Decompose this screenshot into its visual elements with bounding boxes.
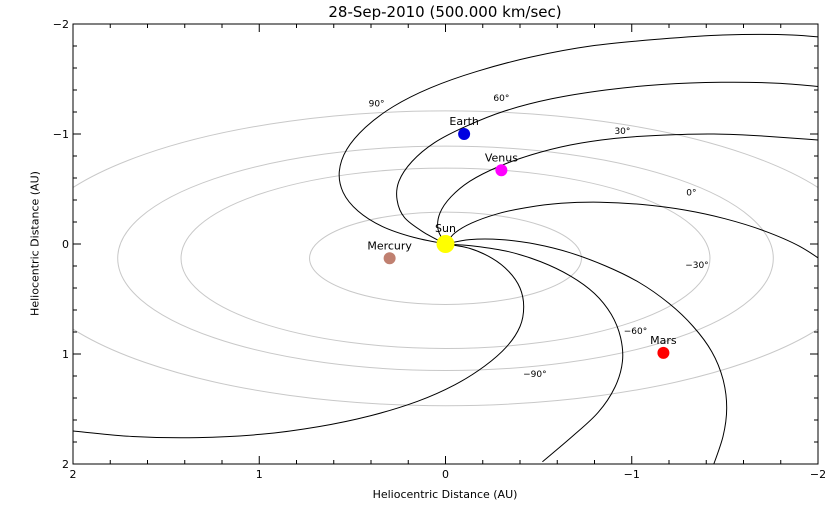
y-tick-label: 2 <box>62 458 69 471</box>
spiral-line-6 <box>73 243 525 439</box>
spiral-label-6: −90° <box>523 370 547 380</box>
spiral-line-3 <box>445 201 818 259</box>
orbit-earth <box>117 145 774 371</box>
spiral-layer: 90° 60° 30° 0° −30° −60° −90° <box>73 33 818 464</box>
orbit-mars <box>73 110 818 407</box>
x-tick-label: 1 <box>256 468 263 481</box>
y-axis-label: Heliocentric Distance (AU) <box>28 171 42 316</box>
spiral-label-0: 90° <box>369 100 385 110</box>
spiral-line-5 <box>445 243 624 463</box>
spiral-label-3: 0° <box>686 189 696 199</box>
mars-marker <box>657 346 670 359</box>
spiral-label-1: 60° <box>493 94 509 104</box>
axes-layer: 2 1 0 −1 −2 −2 −1 0 1 2 <box>53 18 826 481</box>
x-axis-label: Heliocentric Distance (AU) <box>372 488 518 501</box>
mercury-marker <box>383 252 396 265</box>
y-tick-label: 0 <box>62 238 69 251</box>
venus-label: Venus <box>485 151 518 164</box>
sun-marker <box>436 235 455 253</box>
spiral-line-4 <box>445 238 728 464</box>
x-tick-label: 2 <box>70 468 77 481</box>
x-tick-label: −1 <box>624 468 640 481</box>
y-tick-label: −1 <box>53 128 69 141</box>
sun-label: Sun <box>435 222 456 235</box>
earth-label: Earth <box>449 115 479 128</box>
mars-label: Mars <box>650 334 677 347</box>
spiral-label-5: −60° <box>624 327 648 337</box>
spiral-line-0 <box>338 33 818 245</box>
x-tick-label: 0 <box>442 468 449 481</box>
chart-title: 28-Sep-2010 (500.000 km/sec) <box>328 3 562 21</box>
y-tick-label: 1 <box>62 348 69 361</box>
spiral-line-1 <box>396 81 818 245</box>
x-tick-label: −2 <box>810 468 826 481</box>
orbit-venus <box>180 167 711 349</box>
spiral-label-4: −30° <box>685 261 709 271</box>
earth-marker <box>458 128 471 140</box>
spiral-label-2: 30° <box>614 127 630 137</box>
venus-marker <box>495 164 508 177</box>
bodies-layer: Sun Mercury Venus Earth Mars <box>367 115 677 359</box>
orbit-layer <box>73 110 818 407</box>
mercury-label: Mercury <box>367 239 412 252</box>
spiral-line-2 <box>437 133 818 245</box>
y-tick-label: −2 <box>53 18 69 31</box>
orbit-mercury <box>309 211 582 305</box>
